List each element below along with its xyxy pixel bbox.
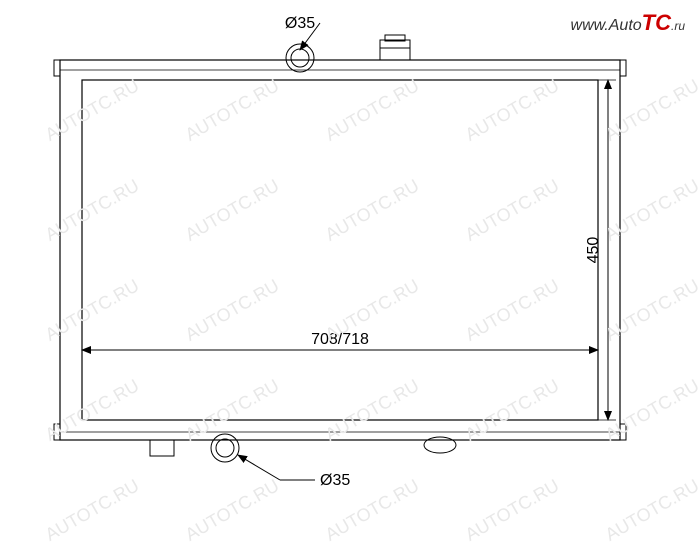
radiator-core (82, 80, 598, 420)
bottom-bracket (150, 440, 174, 456)
filler-cap (380, 40, 410, 60)
dim-height-label: 450 (585, 237, 602, 264)
bottom-port (211, 434, 239, 462)
radiator-svg: 708/718 450 Ø35 Ø35 (0, 0, 700, 513)
brand-logo: www.AutoTC.ru (571, 10, 685, 36)
brand-tc: TC (642, 10, 671, 35)
radiator-outer (60, 60, 620, 440)
top-port (286, 44, 314, 72)
top-diameter-label: Ø35 (285, 15, 315, 32)
dim-width-label: 708/718 (311, 331, 369, 348)
brand-prefix: www.Auto (571, 17, 642, 34)
diagram-canvas: 708/718 450 Ø35 Ø35 AUTOTC.RUAUTOTC.RUAU… (0, 0, 700, 513)
bottom-diameter-label: Ø35 (320, 472, 350, 489)
brand-suffix: .ru (671, 19, 685, 33)
